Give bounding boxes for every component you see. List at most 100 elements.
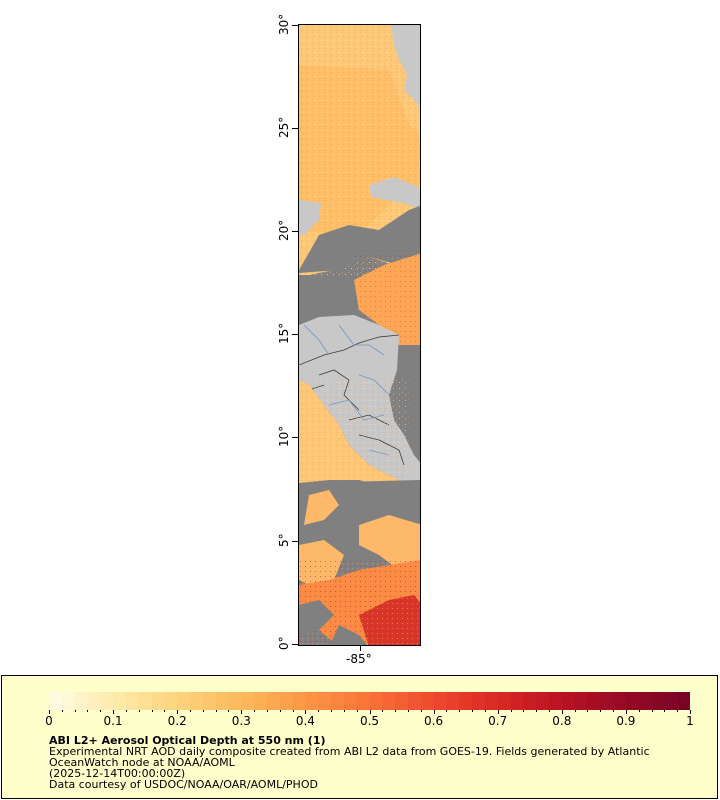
colorbar-tick-label: 0.9 — [616, 714, 636, 728]
lat-label-30: 30° — [277, 13, 291, 35]
colorbar-minor-tick — [318, 710, 320, 712]
colorbar-segment — [49, 692, 63, 710]
colorbar-segment — [331, 692, 345, 710]
colorbar-segment — [292, 692, 306, 710]
lon-tick-mark — [360, 646, 361, 651]
lat-label-20: 20° — [277, 219, 291, 241]
colorbar-segment — [318, 692, 332, 710]
colorbar-segment — [343, 692, 358, 710]
colorbar-minor-tick — [292, 710, 294, 712]
colorbar-segment — [125, 692, 140, 710]
colorbar-tick-mark — [433, 710, 435, 714]
land-yucatan — [369, 177, 420, 210]
colorbar-segment — [638, 692, 653, 710]
lat-label-10: 10° — [277, 425, 291, 447]
lat-label-25: 25° — [277, 116, 291, 138]
colorbar-tick-label: 0.4 — [295, 714, 315, 728]
colorbar-tick-label: 0.7 — [488, 714, 508, 728]
colorbar-minor-tick — [420, 710, 422, 712]
lat-tick-mark-30 — [292, 25, 298, 26]
colorbar-minor-tick — [343, 710, 345, 712]
colorbar-minor-tick — [446, 710, 448, 712]
colorbar-tick-mark — [690, 710, 691, 714]
colorbar-minor-tick — [574, 710, 576, 712]
colorbar-segment — [305, 692, 319, 710]
colorbar-minor-tick — [613, 710, 615, 712]
colorbar-segment — [100, 692, 114, 710]
colorbar-minor-tick — [600, 710, 602, 712]
colorbar-minor-tick — [164, 710, 166, 712]
colorbar-segment — [151, 692, 165, 710]
colorbar-segment — [279, 692, 294, 710]
colorbar-segment — [266, 692, 281, 710]
land-island — [299, 200, 321, 235]
colorbar-segment — [574, 692, 589, 710]
colorbar-segment — [254, 692, 268, 710]
colorbar-minor-tick — [331, 710, 333, 712]
colorbar-minor-tick — [61, 710, 63, 712]
colorbar-segment — [459, 692, 473, 710]
colorbar-minor-tick — [215, 710, 217, 712]
colorbar-minor-tick — [472, 710, 474, 712]
lat-tick-mark-25 — [292, 128, 298, 129]
colorbar-segment — [472, 692, 486, 710]
colorbar-segment — [369, 692, 383, 710]
colorbar-segment — [356, 692, 371, 710]
lat-tick-mark-20 — [292, 231, 298, 232]
colorbar-segment — [536, 692, 550, 710]
colorbar-segment — [600, 692, 614, 710]
colorbar-segment — [164, 692, 178, 710]
colorbar-segment — [74, 692, 89, 710]
colorbar — [49, 692, 690, 710]
colorbar-tick-label: 0.1 — [103, 714, 123, 728]
colorbar-minor-tick — [510, 710, 512, 712]
colorbar-segment — [241, 692, 255, 710]
colorbar-minor-tick — [266, 710, 268, 712]
colorbar-minor-tick — [587, 710, 589, 712]
colorbar-tick-label: 0 — [45, 714, 53, 728]
colorbar-minor-tick — [125, 710, 127, 712]
colorbar-minor-tick — [151, 710, 153, 712]
colorbar-minor-tick — [548, 710, 550, 712]
colorbar-segment — [228, 692, 242, 710]
colorbar-segment — [651, 692, 665, 710]
colorbar-minor-tick — [100, 710, 102, 712]
legend-date: (2025-12-14T00:00:00Z) — [49, 767, 186, 780]
colorbar-minor-tick — [459, 710, 461, 712]
colorbar-minor-tick — [138, 710, 140, 712]
colorbar-minor-tick — [279, 710, 281, 712]
legend-description: Experimental NRT AOD daily composite cre… — [49, 745, 650, 769]
colorbar-minor-tick — [190, 710, 192, 712]
colorbar-minor-tick — [228, 710, 230, 712]
colorbar-segment — [587, 692, 601, 710]
colorbar-tick-mark — [113, 710, 115, 714]
colorbar-segment — [138, 692, 153, 710]
colorbar-tick-mark — [625, 710, 627, 714]
lat-tick-mark-10 — [292, 437, 298, 438]
lon-label: -85° — [346, 652, 372, 666]
colorbar-segment — [202, 692, 217, 710]
colorbar-tick-label: 0.5 — [359, 714, 380, 728]
colorbar-minor-tick — [382, 710, 384, 712]
colorbar-segment — [625, 692, 640, 710]
lat-tick-mark-15 — [292, 334, 298, 335]
colorbar-segment — [561, 692, 576, 710]
colorbar-tick-label: 0.3 — [231, 714, 251, 728]
aod-map-image — [299, 25, 420, 645]
lat-label-0: 0° — [277, 636, 291, 650]
colorbar-segment — [510, 692, 524, 710]
colorbar-tick-mark — [369, 710, 371, 714]
land-north — [391, 25, 420, 108]
colorbar-segment — [446, 692, 460, 710]
colorbar-minor-tick — [356, 710, 358, 712]
colorbar-minor-tick — [523, 710, 525, 712]
colorbar-tick-mark — [561, 710, 563, 714]
colorbar-tick-label: 0.8 — [552, 714, 572, 728]
colorbar-tick-mark — [497, 710, 499, 714]
colorbar-segment — [548, 692, 563, 710]
colorbar-segment — [677, 692, 690, 710]
colorbar-segment — [407, 692, 422, 710]
colorbar-segment — [113, 692, 127, 710]
lat-tick-mark-0 — [292, 644, 298, 645]
colorbar-segment — [177, 692, 191, 710]
